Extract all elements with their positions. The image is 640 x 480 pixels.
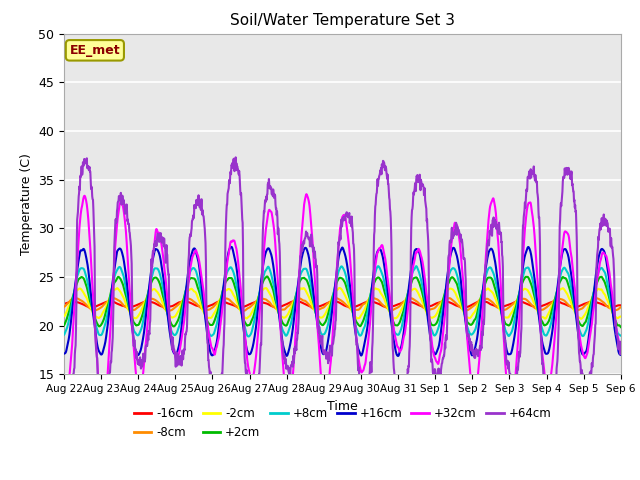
+2cm: [617, 324, 625, 330]
+32cm: [617, 347, 625, 353]
-2cm: [428, 315, 436, 321]
+8cm: [412, 264, 420, 269]
+32cm: [520, 237, 528, 242]
+32cm: [428, 342, 436, 348]
+16cm: [617, 352, 625, 358]
-16cm: [441, 298, 449, 304]
-16cm: [428, 303, 436, 309]
+2cm: [520, 277, 527, 283]
-16cm: [183, 299, 191, 304]
-16cm: [520, 300, 528, 306]
+8cm: [617, 333, 625, 338]
-2cm: [60, 313, 68, 319]
+2cm: [263, 274, 271, 279]
+2cm: [60, 323, 68, 328]
-8cm: [429, 306, 436, 312]
-2cm: [183, 289, 191, 295]
Line: -16cm: -16cm: [64, 301, 621, 307]
+8cm: [183, 282, 191, 288]
Line: +64cm: +64cm: [64, 157, 621, 411]
Legend: -16cm, -8cm, -2cm, +2cm, +8cm, +16cm, +32cm, +64cm: -16cm, -8cm, -2cm, +2cm, +8cm, +16cm, +3…: [129, 402, 556, 444]
+8cm: [244, 334, 252, 339]
+2cm: [568, 294, 575, 300]
-16cm: [279, 303, 287, 309]
-16cm: [292, 299, 300, 304]
Y-axis label: Temperature (C): Temperature (C): [20, 153, 33, 255]
+64cm: [183, 325, 191, 331]
+32cm: [60, 388, 68, 394]
+16cm: [228, 244, 236, 250]
Line: +32cm: +32cm: [64, 194, 621, 410]
+64cm: [279, 344, 287, 350]
Text: EE_met: EE_met: [70, 44, 120, 57]
+16cm: [279, 341, 287, 347]
+16cm: [520, 256, 528, 262]
Line: +2cm: +2cm: [64, 276, 621, 327]
-8cm: [241, 308, 248, 313]
+16cm: [568, 277, 576, 283]
+16cm: [60, 351, 68, 357]
+2cm: [428, 322, 436, 328]
+16cm: [429, 347, 436, 352]
-2cm: [617, 313, 625, 319]
-2cm: [568, 302, 575, 308]
Title: Soil/Water Temperature Set 3: Soil/Water Temperature Set 3: [230, 13, 455, 28]
-16cm: [60, 301, 68, 307]
+64cm: [428, 358, 436, 364]
+2cm: [279, 320, 287, 326]
+32cm: [303, 192, 310, 197]
+64cm: [292, 347, 300, 353]
-2cm: [520, 287, 527, 292]
+8cm: [279, 328, 287, 334]
+64cm: [568, 182, 576, 188]
+32cm: [568, 259, 576, 265]
+64cm: [232, 155, 239, 160]
Line: -8cm: -8cm: [64, 298, 621, 311]
Line: +8cm: +8cm: [64, 266, 621, 336]
-8cm: [279, 307, 287, 312]
+64cm: [60, 385, 68, 391]
+16cm: [394, 353, 402, 359]
+2cm: [183, 284, 191, 289]
Line: +16cm: +16cm: [64, 247, 621, 356]
-8cm: [183, 296, 191, 301]
Line: -2cm: -2cm: [64, 288, 621, 319]
+64cm: [546, 408, 554, 414]
+8cm: [568, 290, 576, 296]
+32cm: [278, 354, 286, 360]
+32cm: [292, 324, 300, 330]
+32cm: [507, 407, 515, 413]
+8cm: [292, 291, 300, 297]
-16cm: [568, 304, 576, 310]
-8cm: [568, 305, 576, 311]
+2cm: [292, 291, 300, 297]
-8cm: [369, 295, 376, 301]
-16cm: [236, 304, 244, 310]
-2cm: [278, 314, 286, 320]
-8cm: [617, 304, 625, 310]
+64cm: [520, 214, 527, 220]
-8cm: [60, 304, 68, 310]
+8cm: [520, 269, 528, 275]
+64cm: [617, 345, 625, 351]
-8cm: [520, 296, 528, 302]
+16cm: [292, 295, 300, 300]
-2cm: [292, 293, 300, 299]
-2cm: [336, 285, 344, 291]
X-axis label: Time: Time: [327, 400, 358, 413]
-8cm: [292, 297, 300, 302]
+8cm: [429, 330, 436, 336]
-2cm: [577, 316, 585, 322]
-16cm: [617, 302, 625, 308]
+32cm: [183, 292, 191, 298]
+16cm: [183, 279, 191, 285]
+8cm: [60, 332, 68, 337]
